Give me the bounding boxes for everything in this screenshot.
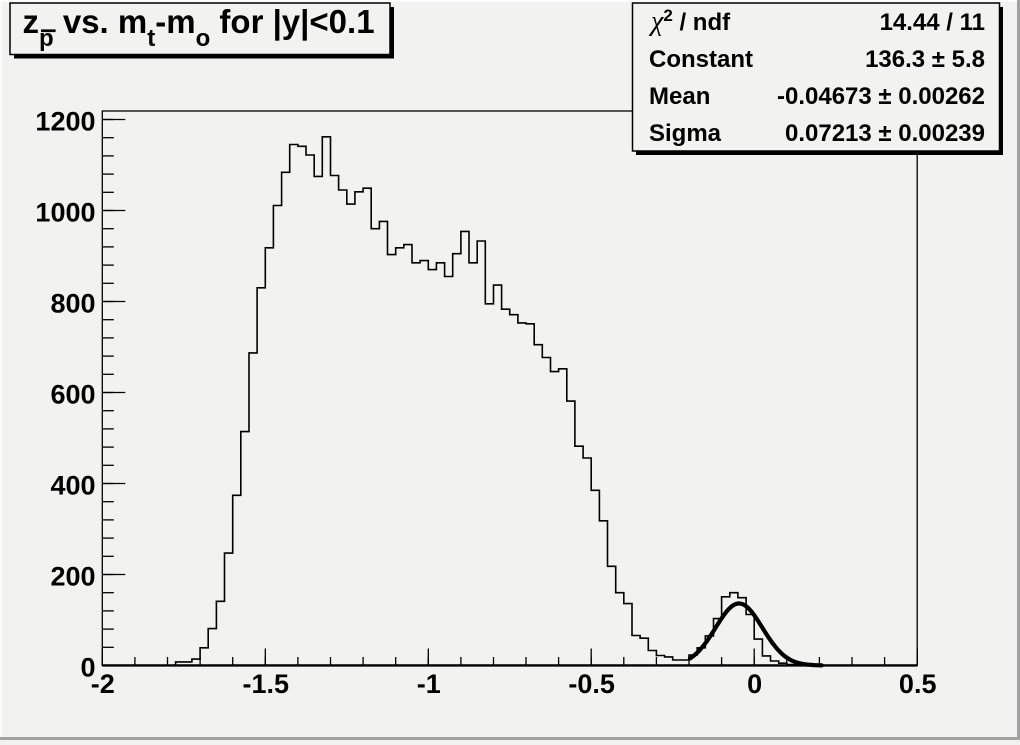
svg-text:200: 200 xyxy=(50,562,95,592)
svg-text:-0.04673 ± 0.00262: -0.04673 ± 0.00262 xyxy=(777,83,985,110)
svg-text:600: 600 xyxy=(50,380,95,410)
svg-text:0: 0 xyxy=(80,653,95,683)
svg-text:-1.5: -1.5 xyxy=(243,669,290,699)
svg-text:Mean: Mean xyxy=(649,83,710,110)
svg-text:400: 400 xyxy=(50,471,95,501)
svg-text:1000: 1000 xyxy=(35,198,95,228)
svg-text:0.07213 ± 0.00239: 0.07213 ± 0.00239 xyxy=(785,120,985,147)
svg-text:-2: -2 xyxy=(91,669,115,699)
svg-text:χ2 / ndf: χ2 / ndf xyxy=(648,6,731,37)
svg-text:14.44 / 11: 14.44 / 11 xyxy=(880,9,985,36)
svg-text:0: 0 xyxy=(747,669,762,699)
svg-text:800: 800 xyxy=(50,289,95,319)
svg-text:-1: -1 xyxy=(417,669,441,699)
svg-text:136.3 ± 5.8: 136.3 ± 5.8 xyxy=(865,46,985,73)
svg-text:1200: 1200 xyxy=(35,107,95,137)
svg-text:Constant: Constant xyxy=(649,46,753,73)
svg-text:-0.5: -0.5 xyxy=(568,669,615,699)
svg-text:Sigma: Sigma xyxy=(649,120,722,147)
svg-text:0.5: 0.5 xyxy=(899,669,937,699)
